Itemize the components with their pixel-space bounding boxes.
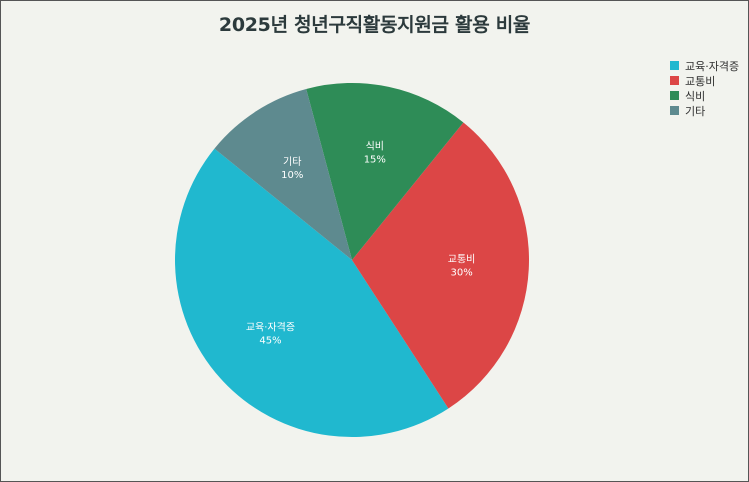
slice-value-2: 30% <box>450 268 472 279</box>
legend-label: 식비 <box>685 89 706 103</box>
pie-slice-2 <box>352 122 529 409</box>
legend-swatch <box>670 91 679 100</box>
slice-label-2: 교통비 <box>448 254 476 266</box>
pie-slice-1 <box>174 148 449 438</box>
slice-value-1: 45% <box>259 335 281 346</box>
legend-label: 기타 <box>685 104 706 118</box>
legend-swatch <box>670 106 679 115</box>
chart-title: 2025년 청년구직활동지원금 활용 비율 <box>218 14 531 36</box>
slice-label-3: 식비 <box>366 141 384 153</box>
legend-item-2: 교통비 <box>670 73 739 88</box>
slice-value-3: 15% <box>364 155 386 166</box>
pie-slice-3 <box>306 82 464 260</box>
pie-slice-4 <box>214 89 352 260</box>
slice-label-1: 교육·자격증 <box>246 320 295 333</box>
legend-swatch <box>670 76 679 85</box>
legend: 교육·자격증 교통비 식비 기타 <box>670 58 739 118</box>
legend-label: 교통비 <box>685 74 716 88</box>
legend-swatch <box>670 61 679 70</box>
legend-label: 교육·자격증 <box>685 59 740 73</box>
legend-item-4: 기타 <box>670 103 739 118</box>
slice-label-4: 기타 <box>283 156 301 168</box>
slice-value-4: 10% <box>281 170 303 181</box>
legend-item-1: 교육·자격증 <box>670 58 739 73</box>
legend-item-3: 식비 <box>670 88 739 103</box>
